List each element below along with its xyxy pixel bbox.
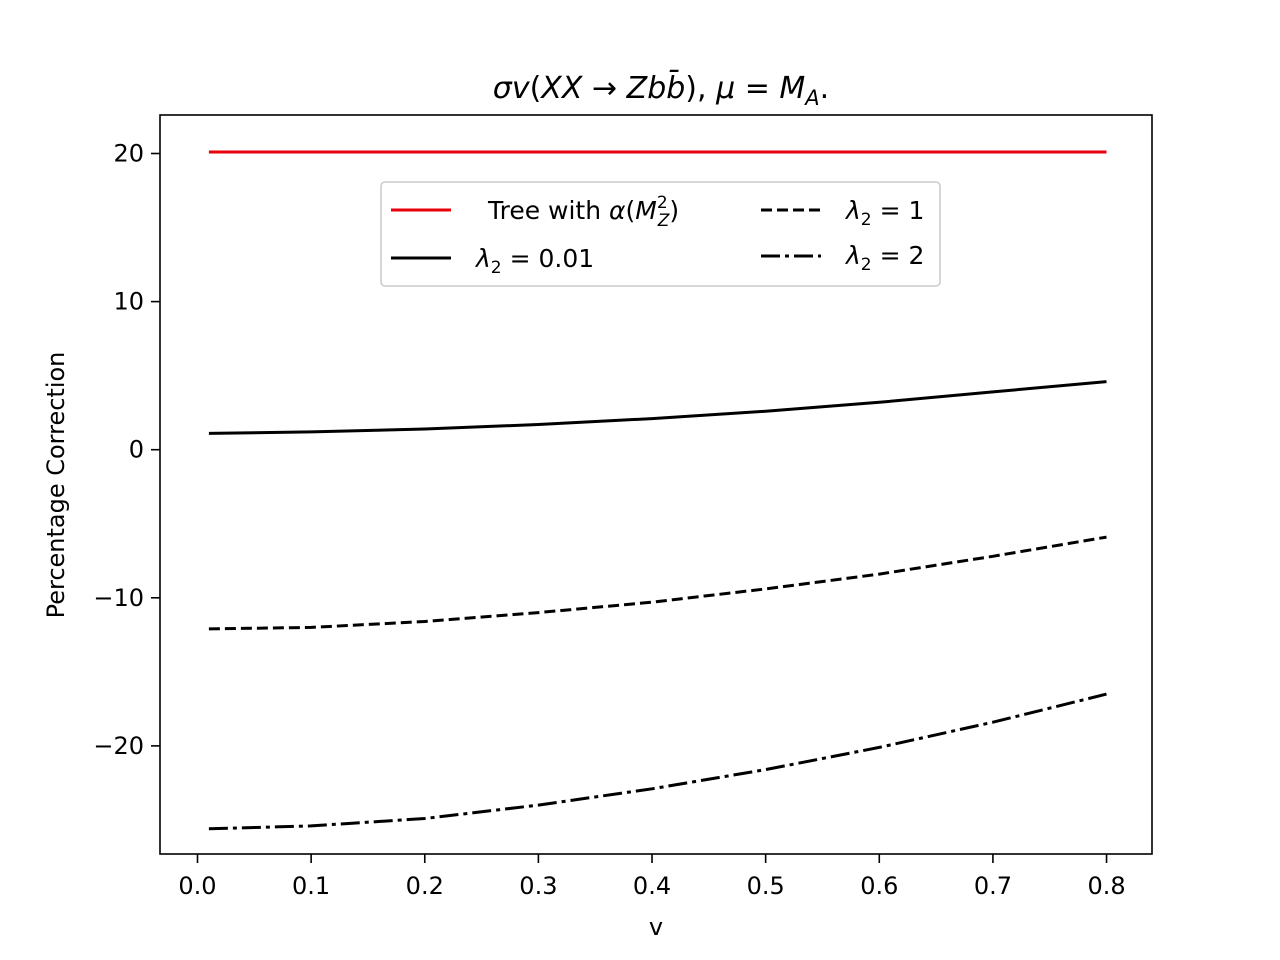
y-tick-label: 20 (113, 140, 144, 168)
series-line-l2 (208, 692, 1107, 831)
x-axis-label: v (649, 913, 663, 941)
x-tick-label: 0.8 (1087, 872, 1125, 900)
legend-label-lambda-2: λ2 = 2 (844, 241, 924, 275)
x-tick-label: 0.5 (747, 872, 785, 900)
x-tick-label: 0.2 (406, 872, 444, 900)
x-tick-label: 0.6 (860, 872, 898, 900)
y-axis: −20 −10 0 10 20 (93, 140, 160, 760)
legend: Tree with α(M2 Z) λ2 = 0.01 λ2 = 1 λ2 = 2 (380, 181, 941, 287)
y-tick-label: −10 (93, 584, 144, 612)
x-axis: 0.0 0.1 0.2 0.3 0.4 0.5 0.6 0.7 0.8 (178, 854, 1126, 900)
plot-frame (159, 114, 1153, 855)
x-tick-label: 0.0 (178, 872, 216, 900)
y-axis-label: Percentage Correction (42, 352, 70, 619)
y-tick-label: 10 (113, 288, 144, 316)
x-tick-label: 0.4 (633, 872, 671, 900)
legend-label-tree: Tree with α(M2 Z) (487, 193, 679, 231)
x-tick-label: 0.1 (292, 872, 330, 900)
legend-label-lambda-1: λ2 = 1 (844, 196, 924, 230)
x-tick-label: 0.3 (519, 872, 557, 900)
series-layer (208, 150, 1107, 831)
series-line-l001 (208, 380, 1107, 435)
legend-label-lambda-001: λ2 = 0.01 (474, 244, 594, 278)
y-tick-label: 0 (129, 436, 144, 464)
chart-title: σv(XX → Zbb̄), μ = MA. (493, 70, 829, 110)
legend-frame (380, 181, 941, 287)
y-tick-label: −20 (93, 732, 144, 760)
x-tick-label: 0.7 (974, 872, 1012, 900)
series-line-l1 (208, 535, 1107, 631)
